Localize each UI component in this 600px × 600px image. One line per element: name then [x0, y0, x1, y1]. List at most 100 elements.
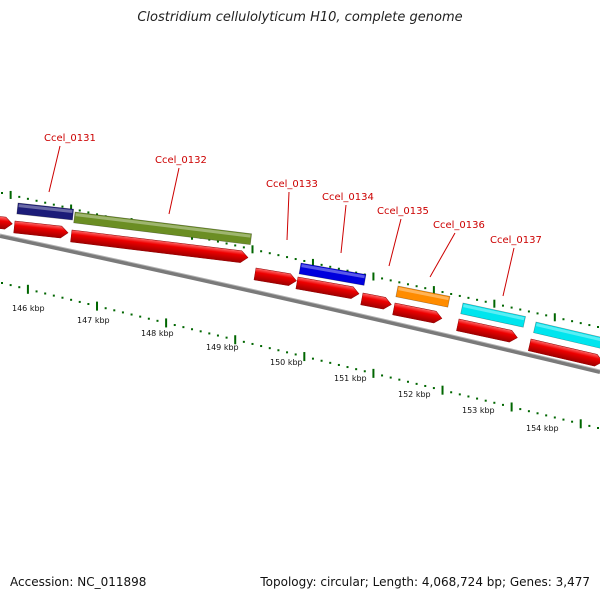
gene-label-Ccel_0136: Ccel_0136	[433, 220, 485, 231]
minor-tick	[286, 256, 289, 259]
minor-tick	[450, 391, 453, 394]
leader-line	[48, 145, 61, 193]
minor-tick	[389, 376, 392, 379]
minor-tick	[381, 374, 384, 377]
minor-tick	[441, 291, 444, 294]
major-tick	[553, 313, 556, 322]
minor-tick	[398, 281, 401, 284]
minor-tick	[476, 397, 479, 400]
minor-tick	[458, 393, 461, 396]
major-tick	[579, 419, 582, 429]
minor-tick	[476, 298, 479, 301]
minor-tick	[52, 294, 55, 297]
minor-tick	[320, 359, 323, 362]
gene-label-Ccel_0132: Ccel_0132	[155, 155, 207, 166]
gene-label-Ccel_0135: Ccel_0135	[377, 206, 429, 217]
minor-tick	[355, 271, 358, 274]
minor-tick	[44, 201, 47, 204]
leader-line	[429, 232, 456, 278]
minor-tick	[484, 399, 487, 402]
cds-arrow	[392, 302, 443, 324]
major-tick	[26, 284, 29, 294]
minor-tick	[424, 384, 427, 387]
minor-tick	[78, 209, 81, 212]
cds-arrow	[0, 215, 13, 230]
minor-tick	[1, 192, 3, 194]
minor-tick	[277, 254, 280, 257]
minor-tick	[545, 414, 548, 417]
minor-tick	[562, 418, 565, 421]
minor-tick	[329, 361, 332, 364]
accession-text: Accession: NC_011898	[10, 575, 147, 589]
leader-line	[286, 191, 290, 241]
minor-tick	[579, 322, 582, 325]
minor-tick	[182, 326, 185, 329]
minor-tick	[225, 242, 228, 245]
major-tick	[311, 258, 314, 267]
minor-tick	[536, 412, 539, 415]
major-tick	[372, 368, 375, 378]
minor-tick	[216, 334, 219, 337]
minor-tick	[96, 213, 99, 216]
minor-tick	[389, 279, 392, 282]
cds-arrow	[70, 229, 249, 263]
minor-tick	[9, 284, 12, 287]
minor-tick	[104, 307, 107, 310]
kbp-label: 149 kbp	[206, 343, 239, 352]
kbp-label: 150 kbp	[270, 358, 303, 367]
minor-tick	[18, 286, 21, 289]
minor-tick	[70, 298, 73, 301]
minor-tick	[432, 387, 435, 390]
minor-tick	[225, 336, 228, 339]
minor-tick	[286, 351, 289, 354]
genome-summary: Topology: circular; Length: 4,068,724 bp…	[260, 575, 590, 589]
minor-tick	[501, 304, 504, 307]
major-tick	[372, 272, 375, 281]
minor-tick	[355, 368, 358, 371]
minor-tick	[415, 285, 418, 288]
leader-line	[388, 218, 402, 267]
cds-arrow	[527, 338, 600, 367]
minor-tick	[588, 324, 591, 327]
minor-tick	[121, 311, 124, 314]
gene-feature-Ccel_0136	[395, 285, 451, 308]
minor-tick	[346, 366, 349, 369]
minor-tick	[510, 306, 513, 309]
minor-tick	[242, 246, 245, 249]
minor-tick	[527, 310, 530, 313]
minor-tick	[553, 416, 556, 419]
minor-tick	[329, 265, 332, 268]
minor-tick	[597, 427, 599, 429]
minor-tick	[337, 363, 340, 366]
genome-backbone	[0, 234, 600, 374]
major-tick	[510, 402, 513, 412]
major-tick	[303, 352, 306, 362]
minor-tick	[44, 292, 47, 295]
cds-arrow	[360, 292, 392, 310]
minor-tick	[406, 283, 409, 286]
gene-label-Ccel_0133: Ccel_0133	[266, 179, 318, 190]
minor-tick	[277, 349, 280, 352]
minor-tick	[130, 313, 133, 316]
minor-tick	[234, 244, 237, 247]
minor-tick	[26, 197, 29, 200]
minor-tick	[147, 317, 150, 320]
minor-tick	[493, 401, 496, 404]
minor-tick	[294, 353, 297, 356]
minor-tick	[260, 250, 263, 253]
minor-tick	[363, 370, 366, 373]
minor-tick	[294, 258, 297, 261]
gene-label-Ccel_0134: Ccel_0134	[322, 192, 374, 203]
minor-tick	[242, 340, 245, 343]
minor-tick	[303, 259, 306, 262]
cds-arrow	[456, 318, 518, 343]
minor-tick	[1, 282, 3, 284]
minor-tick	[113, 309, 116, 312]
minor-tick	[458, 294, 461, 297]
minor-tick	[597, 326, 599, 328]
cds-arrow	[253, 267, 297, 286]
major-tick	[493, 299, 496, 308]
kbp-label: 148 kbp	[141, 329, 174, 338]
major-tick	[9, 190, 12, 199]
